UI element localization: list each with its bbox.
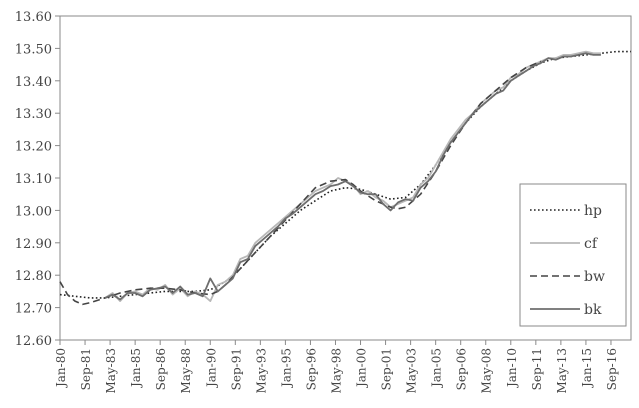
x-tick-label: May-93: [254, 348, 268, 394]
series-lines: [59, 50, 631, 306]
legend-label-bw: bw: [584, 269, 605, 285]
x-tick-label: Jan-00: [355, 348, 369, 389]
x-tick-label: May-13: [555, 348, 569, 394]
legend-label-hp: hp: [584, 203, 602, 219]
y-tick-label: 13.10: [15, 172, 52, 187]
legend: hp cf bw bk: [519, 183, 627, 327]
x-tick-label: Sep-91: [229, 348, 243, 390]
y-tick-label: 12.70: [15, 302, 52, 317]
series-line-bw: [59, 60, 542, 306]
x-tick-label: Sep-01: [380, 348, 394, 390]
y-tick-label: 13.20: [15, 140, 52, 155]
legend-label-bk: bk: [584, 302, 602, 318]
x-tick-label: Jan-15: [580, 348, 594, 389]
x-tick-label: May-08: [480, 348, 494, 394]
y-tick-label: 12.90: [15, 237, 52, 252]
legend-box: [519, 183, 627, 327]
x-tick-label: Sep-16: [605, 348, 619, 390]
x-tick-label: Sep-06: [455, 348, 469, 390]
x-tick-label: Sep-81: [79, 348, 93, 390]
x-tick-label: Jan-90: [204, 348, 218, 389]
axes: 12.60 12.70 12.80 12.90 13.00 13.10 13.20 13.30…: [15, 10, 632, 394]
legend-label-cf: cf: [584, 236, 599, 252]
y-tick-label: 13.60: [15, 10, 52, 25]
y-tick-label: 13.50: [15, 42, 52, 57]
x-tick-label: Jan-95: [279, 348, 293, 389]
x-tick-label: Sep-11: [530, 348, 544, 390]
x-tick-label: Jan-85: [129, 348, 143, 389]
x-tick-label: Sep-86: [154, 348, 168, 390]
x-tick-label: Jan-10: [505, 348, 519, 389]
x-tick-label: Jan-05: [430, 348, 444, 389]
x-tick-label: Jan-80: [54, 348, 68, 389]
x-tick-label: May-03: [405, 348, 419, 394]
series-line-bk: [104, 52, 601, 301]
x-tick-label: May-98: [329, 348, 343, 394]
x-tick-label: May-83: [104, 348, 118, 394]
x-tick-label: Sep-96: [304, 348, 318, 390]
y-tick-label: 12.60: [15, 334, 52, 349]
y-tick-label: 13.30: [15, 107, 52, 122]
y-tick-label: 13.40: [15, 75, 52, 90]
y-tick-label: 13.00: [15, 204, 52, 219]
y-tick-label: 12.80: [15, 269, 52, 284]
x-tick-label: May-88: [179, 348, 193, 394]
